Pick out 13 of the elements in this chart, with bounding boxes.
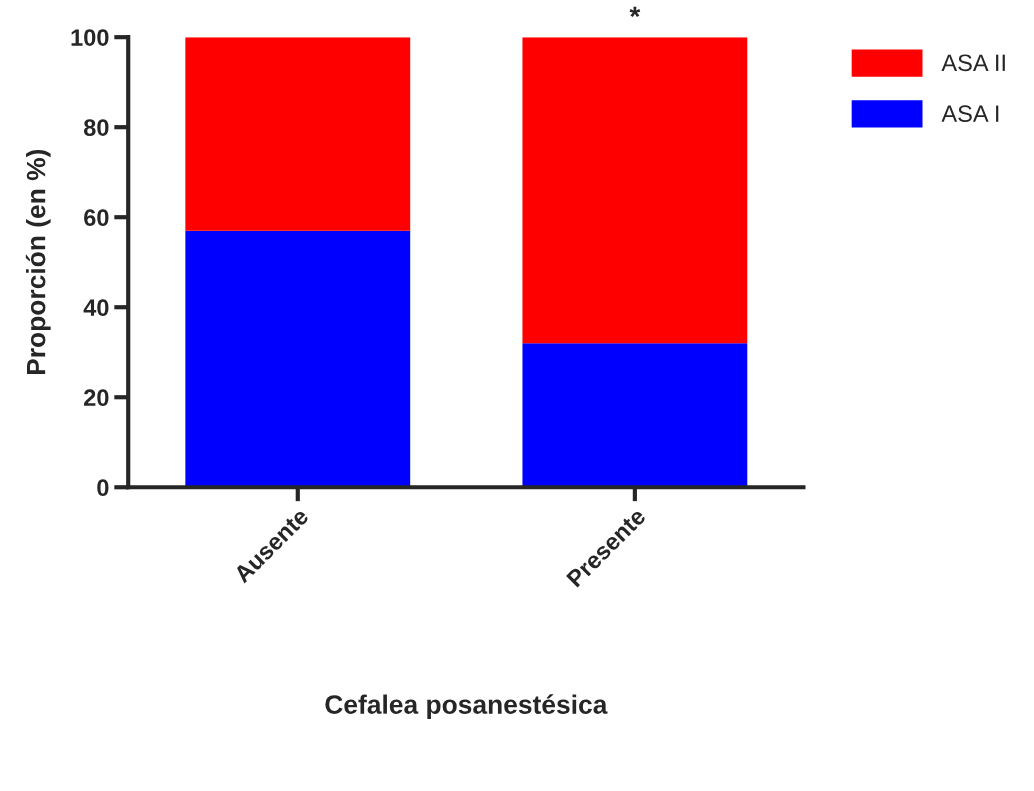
legend-label: ASA I (941, 105, 999, 123)
annotation: * (629, 6, 641, 18)
y-tick-label: 80 (83, 119, 109, 136)
bar (522, 37, 748, 344)
y-tick-label: 60 (84, 209, 109, 226)
y-tick-label: 0 (97, 479, 109, 497)
bar (185, 37, 411, 231)
y-tick-label: 40 (83, 299, 109, 317)
legend-label: ASA II (941, 54, 1005, 72)
y-axis-title: Proporción (en %) (25, 149, 51, 375)
y-tick-label: 100 (71, 29, 109, 46)
y-tick-label: 20 (84, 389, 109, 407)
x-axis-title: Cefalea posanestésica (325, 694, 608, 720)
